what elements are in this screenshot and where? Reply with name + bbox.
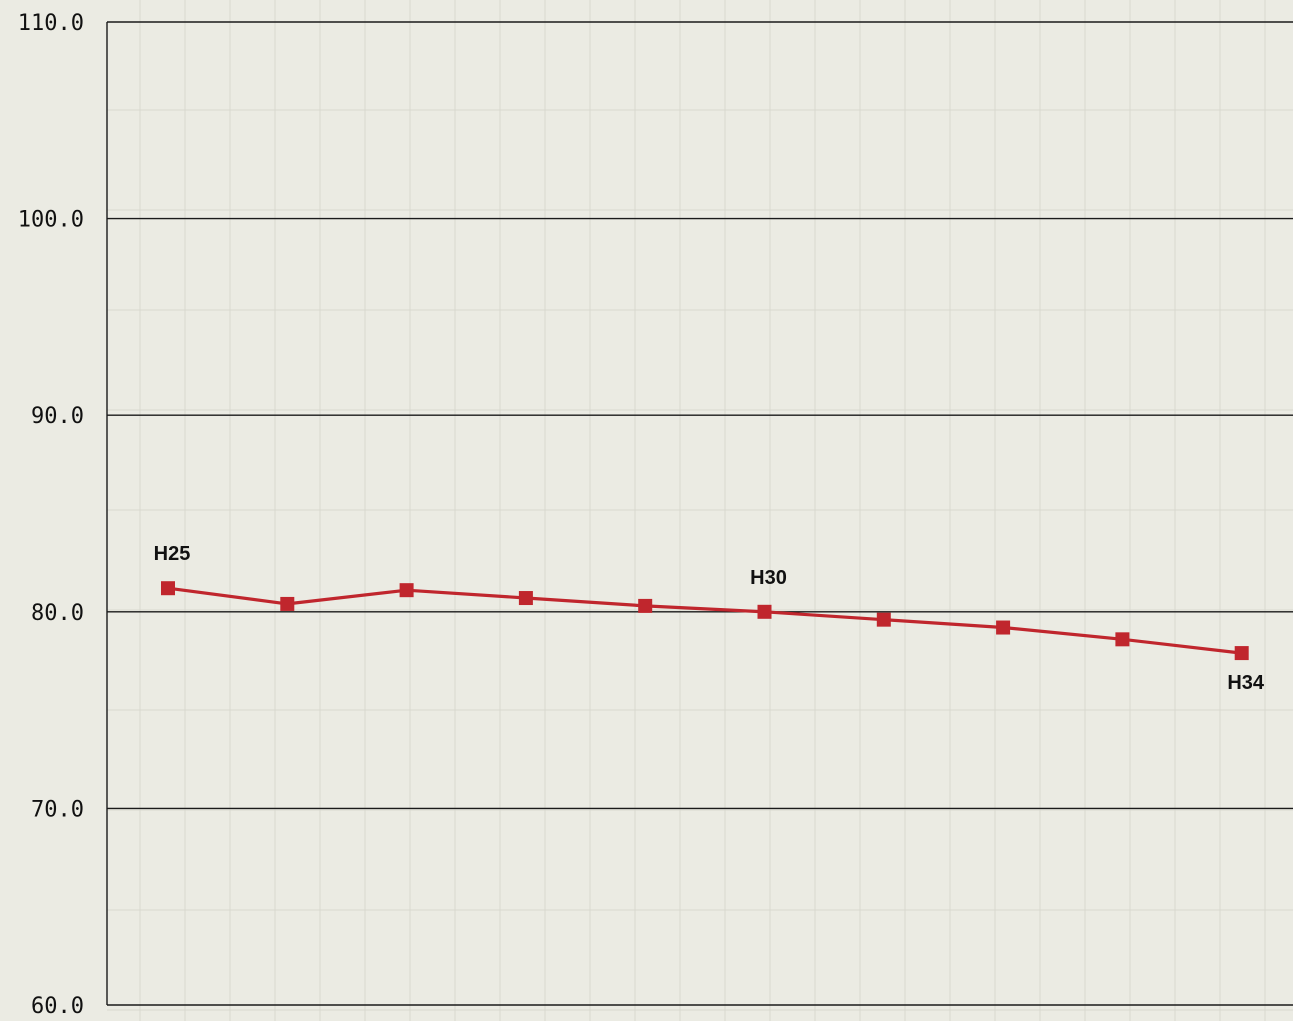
faint-background-table [107,0,1293,1021]
data-point-H28 [518,591,533,606]
y-tick-label: 70.0 [31,797,84,822]
data-point-markers [161,581,1249,661]
data-point-H25 [161,581,175,596]
data-point-H32 [996,620,1011,635]
point-label-H30: H30 [750,567,787,589]
series-line [167,586,1242,655]
y-axis-tick-labels: 110.0 100.0 90.0 80.0 70.0 60.0 [18,11,84,1019]
data-point-H30 [757,604,772,619]
point-labels: H25 H30 H34 [154,543,1265,694]
gridlines [107,21,1293,1006]
data-point-H31 [876,612,891,627]
data-point-H29 [638,598,653,613]
data-point-H34 [1234,646,1249,661]
point-label-H25: H25 [154,543,191,565]
series-line-group [167,586,1242,655]
data-point-H33 [1115,632,1130,647]
y-tick-label: 60.0 [31,994,84,1019]
y-tick-label: 100.0 [18,208,84,233]
y-tick-label: 110.0 [18,11,84,36]
point-label-H34: H34 [1227,672,1265,694]
y-tick-label: 90.0 [31,404,84,429]
y-tick-label: 80.0 [31,601,84,626]
data-point-H26 [280,596,295,611]
data-point-H27 [399,583,414,598]
